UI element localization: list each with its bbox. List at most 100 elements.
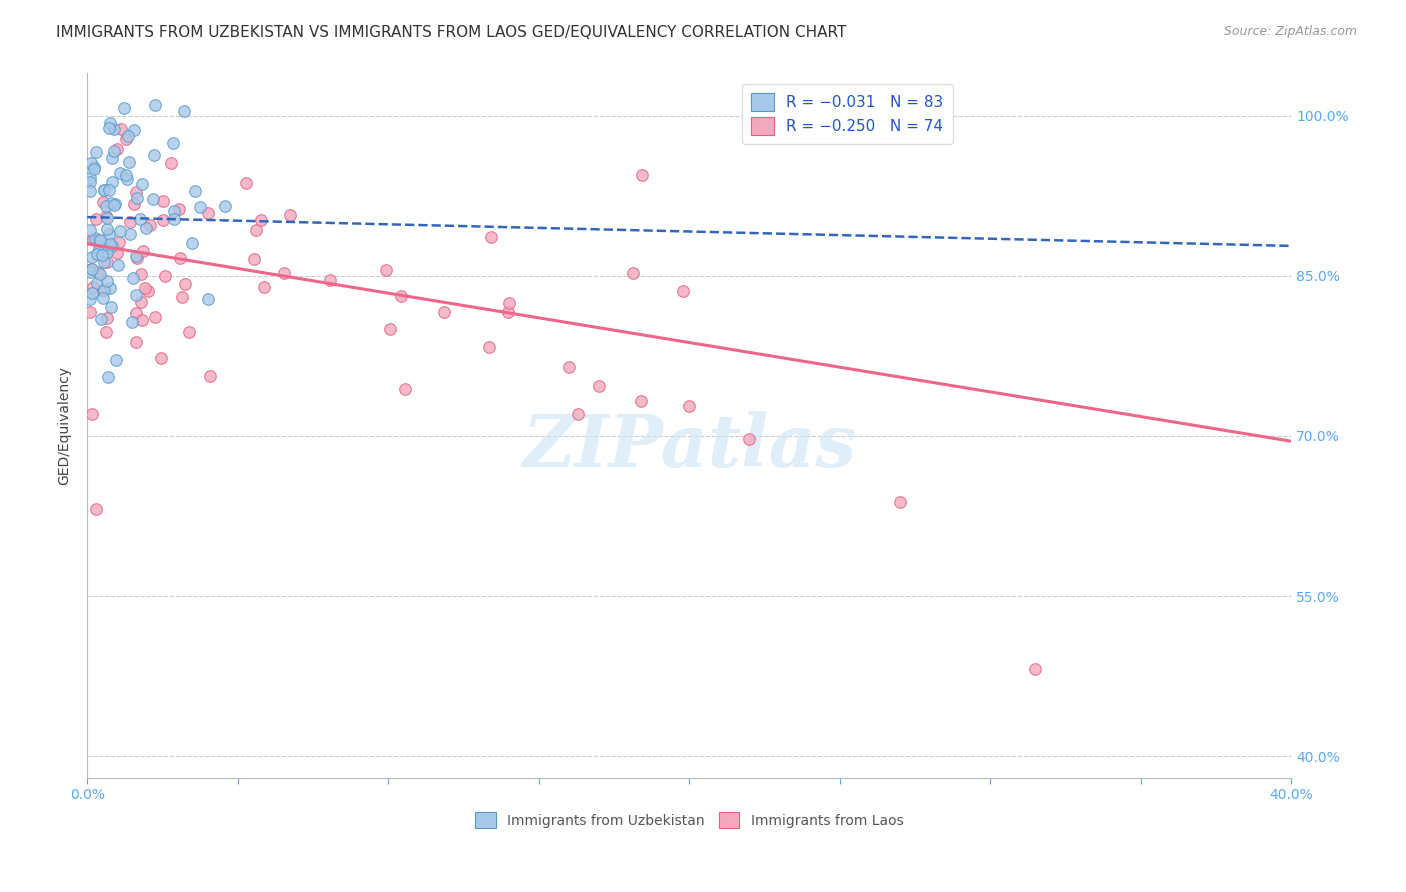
Point [498, 296, 520, 310]
Point [84, 211, 107, 226]
Point [120, 227, 142, 241]
Point [115, 132, 138, 146]
Point [98, 281, 121, 295]
Point [250, 213, 273, 227]
Text: Source: ZipAtlas.com: Source: ZipAtlas.com [1223, 25, 1357, 38]
Point [94, 209, 117, 223]
Point [557, 360, 579, 375]
Point [152, 212, 174, 227]
Point [110, 166, 132, 180]
Point [117, 128, 139, 143]
Point [142, 148, 165, 162]
Point [82, 261, 104, 276]
Point [104, 352, 127, 367]
Point [97, 120, 120, 135]
Point [167, 202, 190, 216]
Point [79, 170, 101, 185]
Point [115, 169, 138, 183]
Point [108, 235, 131, 249]
Point [125, 185, 148, 199]
Point [82, 286, 104, 301]
Point [623, 266, 645, 280]
Point [197, 292, 219, 306]
Point [101, 151, 124, 165]
Point [588, 379, 610, 393]
Point [79, 292, 101, 306]
Point [153, 269, 176, 284]
Point [162, 136, 184, 151]
Point [90, 312, 112, 326]
Point [738, 433, 761, 447]
Point [105, 142, 128, 156]
Point [94, 325, 117, 339]
Point [125, 306, 148, 320]
Point [82, 408, 104, 422]
Point [91, 283, 114, 297]
Point [91, 248, 114, 262]
Point [79, 265, 101, 279]
Point [631, 168, 654, 182]
Point [91, 292, 114, 306]
Point [79, 261, 101, 276]
Point [394, 382, 416, 396]
Point [79, 304, 101, 318]
Point [98, 237, 121, 252]
Point [174, 277, 197, 291]
Point [112, 101, 135, 115]
Point [96, 222, 118, 236]
Point [103, 198, 125, 212]
Point [82, 280, 104, 294]
Point [125, 250, 148, 264]
Point [108, 224, 131, 238]
Point [278, 208, 301, 222]
Point [93, 254, 115, 268]
Point [101, 175, 124, 189]
Point [100, 301, 122, 315]
Point [90, 241, 112, 255]
Point [136, 284, 159, 298]
Point [152, 194, 174, 209]
Point [245, 223, 267, 237]
Point [122, 196, 145, 211]
Point [214, 199, 236, 213]
Point [567, 407, 589, 421]
Point [97, 227, 120, 241]
Point [479, 229, 502, 244]
Point [84, 231, 107, 245]
Point [82, 231, 104, 245]
Point [86, 246, 108, 260]
Point [87, 265, 110, 279]
Point [496, 305, 519, 319]
Point [79, 184, 101, 198]
Point [197, 205, 219, 219]
Point [125, 335, 148, 350]
Point [103, 144, 125, 158]
Point [96, 254, 118, 268]
Point [117, 154, 139, 169]
Point [93, 183, 115, 197]
Point [83, 162, 105, 177]
Point [235, 177, 257, 191]
Point [172, 290, 194, 304]
Point [374, 262, 396, 277]
Point [91, 240, 114, 254]
Point [150, 351, 173, 366]
Point [671, 285, 693, 299]
Point [273, 266, 295, 280]
Point [84, 145, 107, 160]
Point [173, 104, 195, 119]
Point [131, 177, 153, 191]
Point [131, 313, 153, 327]
Point [100, 239, 122, 253]
Point [188, 200, 211, 214]
Point [132, 244, 155, 258]
Point [125, 287, 148, 301]
Point [630, 393, 652, 408]
Point [184, 185, 207, 199]
Point [389, 289, 412, 303]
Point [122, 123, 145, 137]
Point [121, 315, 143, 329]
Legend: Immigrants from Uzbekistan, Immigrants from Laos: Immigrants from Uzbekistan, Immigrants f… [470, 807, 908, 834]
Point [79, 175, 101, 189]
Point [129, 294, 152, 309]
